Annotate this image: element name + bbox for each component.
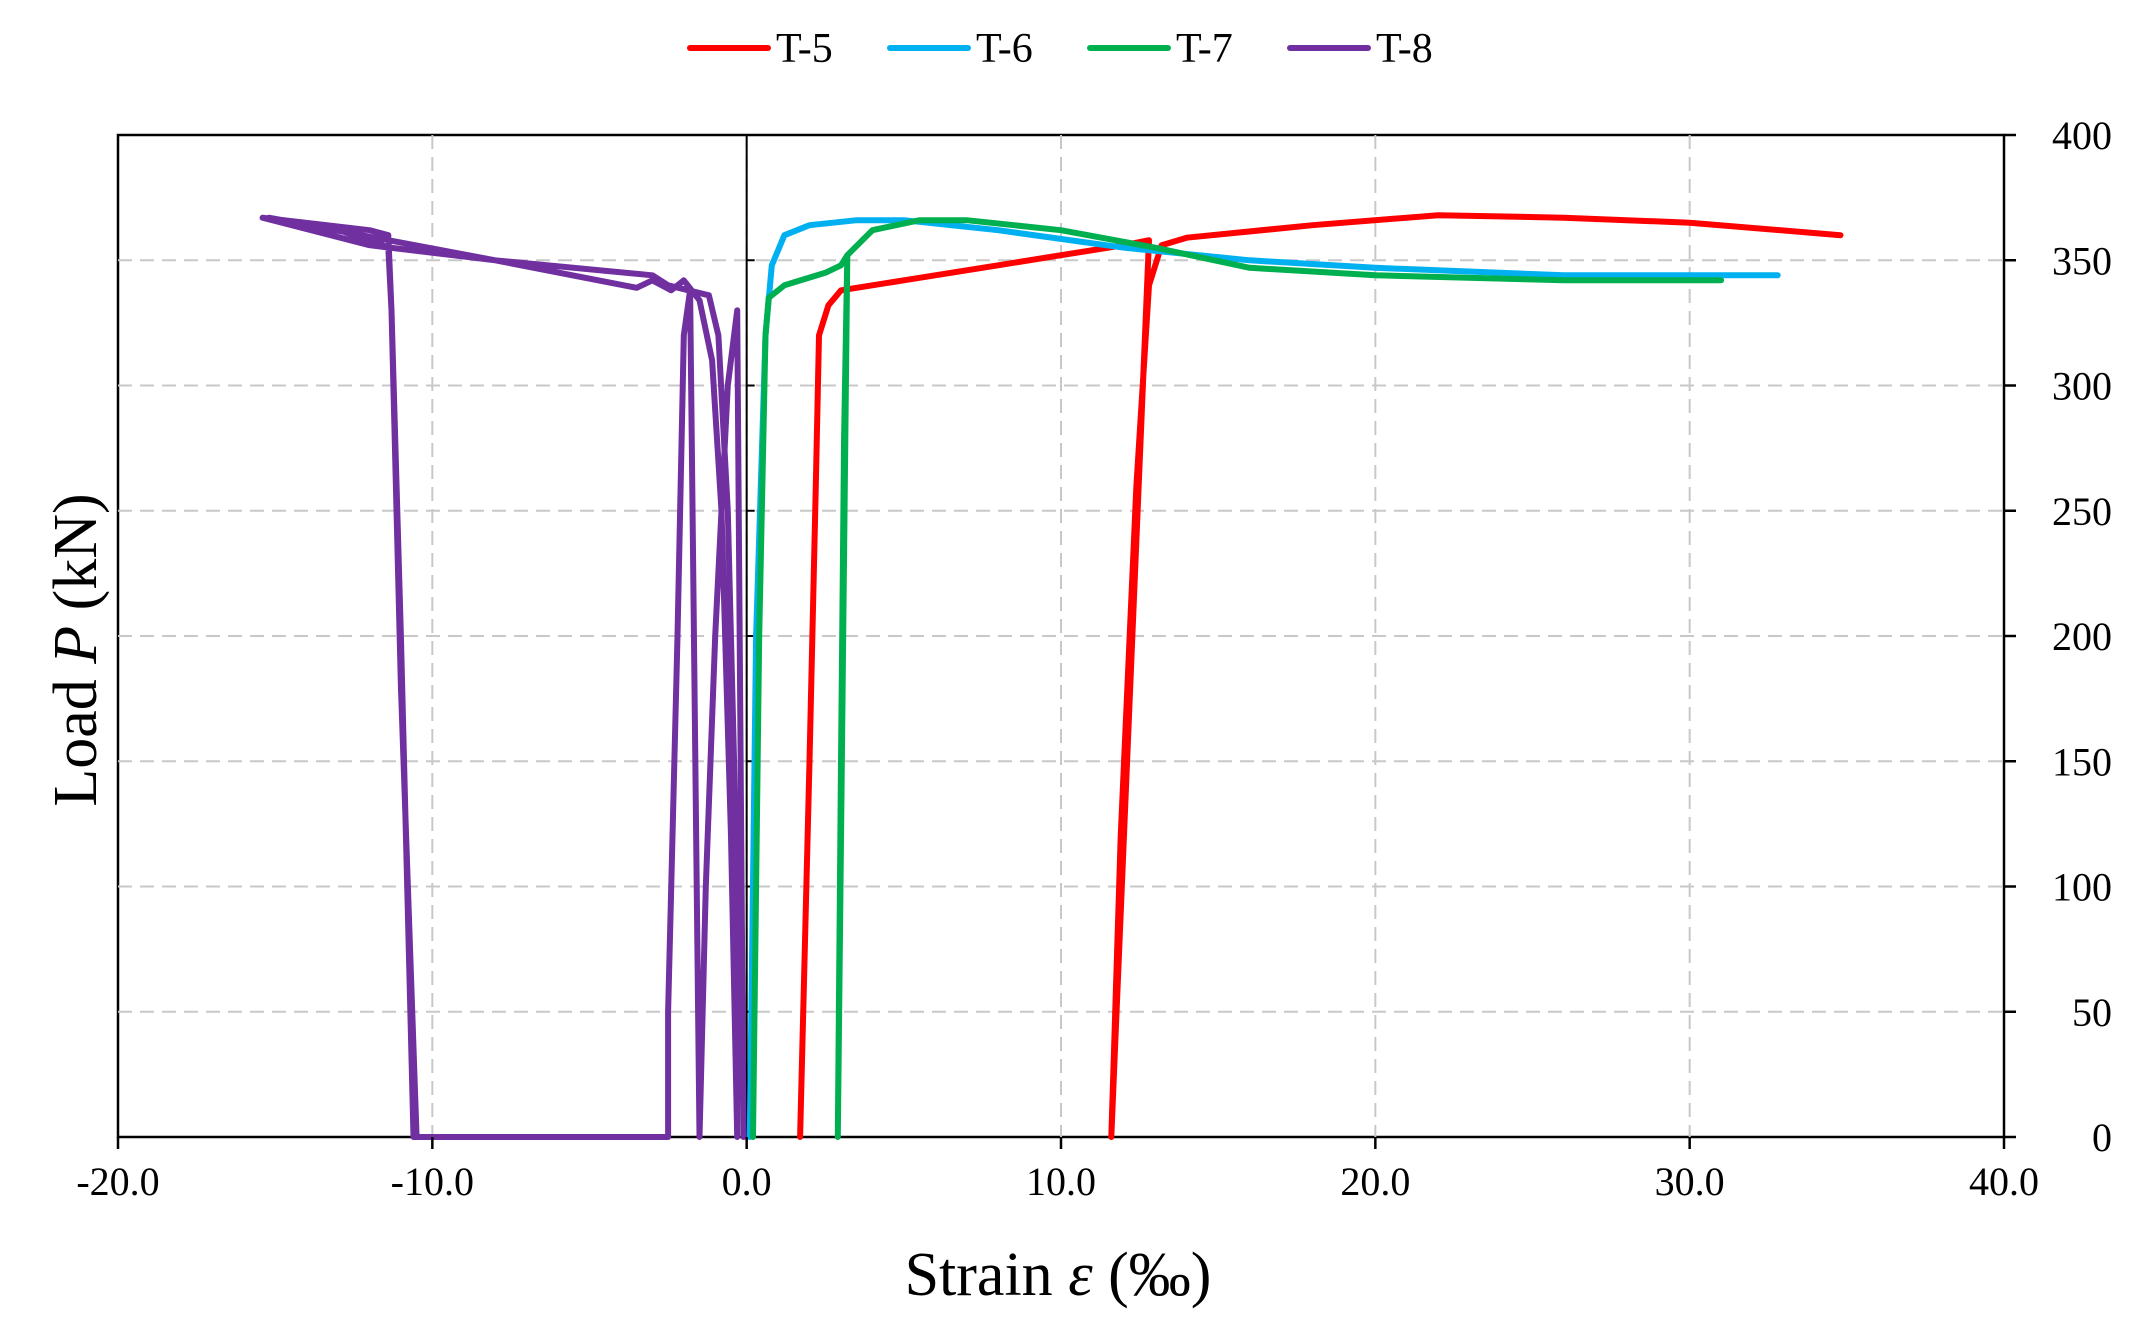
- x-tick-label: -10.0: [391, 1159, 474, 1204]
- x-tick-label: 10.0: [1026, 1159, 1096, 1204]
- x-tick-label: -20.0: [76, 1159, 159, 1204]
- legend-label-t-8: T-8: [1376, 26, 1433, 72]
- y-tick-label: 50: [2072, 990, 2112, 1035]
- y-tick-label: 100: [2052, 865, 2112, 910]
- tick-layer: -20.0 -10.0 0.0 10.0 20.0 30.0 40.0 0 50 100 150 20…: [76, 113, 2112, 1204]
- legend: T-5 T-6 T-7 T-8: [687, 26, 1433, 72]
- y-tick-label: 350: [2052, 238, 2112, 283]
- y-tick-label: 200: [2052, 614, 2112, 659]
- y-tick-label: 300: [2052, 364, 2112, 409]
- legend-label-t-7: T-7: [1176, 26, 1233, 72]
- series-layer: [259, 212, 1844, 1140]
- legend-label-t-6: T-6: [976, 26, 1033, 72]
- grid-layer: [118, 135, 2004, 1137]
- y-tick-label: 0: [2092, 1115, 2112, 1160]
- series-line-t-7: [750, 217, 1725, 1140]
- x-tick-label: 40.0: [1969, 1159, 2039, 1204]
- x-tick-label: 30.0: [1655, 1159, 1725, 1204]
- x-tick-label: 20.0: [1340, 1159, 1410, 1204]
- x-axis-title: Strain ε (‰): [905, 1241, 1212, 1309]
- legend-label-t-5: T-5: [776, 26, 833, 72]
- y-tick-label: 250: [2052, 489, 2112, 534]
- x-tick-label: 0.0: [722, 1159, 772, 1204]
- series-line-t-8: [259, 214, 747, 1140]
- y-axis-title: Load P (kN): [42, 493, 110, 806]
- y-tick-label: 400: [2052, 113, 2112, 158]
- y-tick-label: 150: [2052, 739, 2112, 784]
- series-line-t-5: [797, 212, 1844, 1140]
